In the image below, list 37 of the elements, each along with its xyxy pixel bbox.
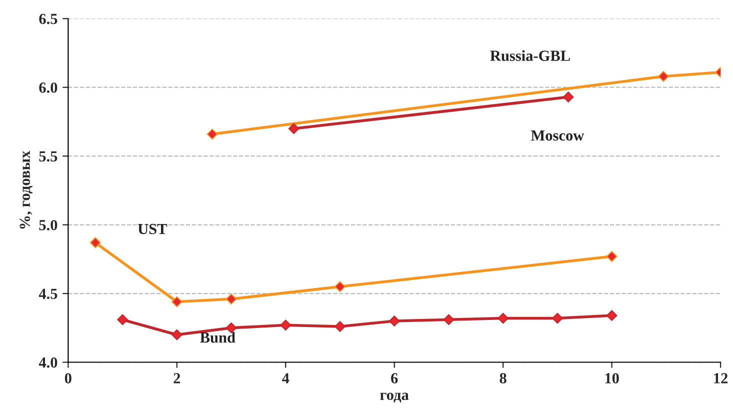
point bbox=[388, 316, 400, 326]
series-label: Moscow bbox=[530, 130, 584, 141]
y-axis-title: %, годовых bbox=[20, 150, 33, 229]
point bbox=[562, 92, 574, 102]
point bbox=[498, 312, 509, 324]
y-tick-label: 5.5 bbox=[39, 151, 58, 162]
point bbox=[90, 237, 101, 248]
x-tick-label: 8 bbox=[500, 373, 506, 384]
point bbox=[280, 320, 292, 331]
x-tick-label: 2 bbox=[174, 373, 180, 384]
point bbox=[606, 250, 618, 262]
point bbox=[171, 296, 182, 308]
x-tick-label: 0 bbox=[64, 373, 72, 384]
y-tick-label: 4.0 bbox=[38, 357, 58, 368]
y-tick-label: 6.0 bbox=[39, 82, 58, 93]
point bbox=[443, 314, 454, 326]
point bbox=[552, 312, 563, 324]
point bbox=[658, 70, 669, 82]
point bbox=[226, 294, 237, 304]
x-axis-title: года bbox=[380, 392, 409, 403]
x-tick-label: 6 bbox=[391, 373, 398, 384]
text: UST bbox=[138, 224, 168, 234]
point bbox=[334, 321, 346, 332]
point bbox=[206, 128, 218, 140]
series-label: Russia-GBL bbox=[490, 50, 570, 61]
y-tick-label: 4.5 bbox=[38, 288, 58, 300]
point bbox=[117, 314, 128, 326]
point bbox=[606, 310, 618, 321]
point bbox=[171, 329, 182, 340]
y-tick-label: 6.5 bbox=[39, 14, 58, 24]
x-tick-label: 12 bbox=[714, 373, 728, 384]
x-tick-label: 4 bbox=[282, 373, 290, 384]
point bbox=[334, 281, 346, 292]
series-label: Bund bbox=[200, 332, 236, 343]
point bbox=[288, 123, 300, 134]
x-tick-label: 10 bbox=[605, 373, 619, 384]
y-tick-label: 5.0 bbox=[39, 220, 58, 230]
